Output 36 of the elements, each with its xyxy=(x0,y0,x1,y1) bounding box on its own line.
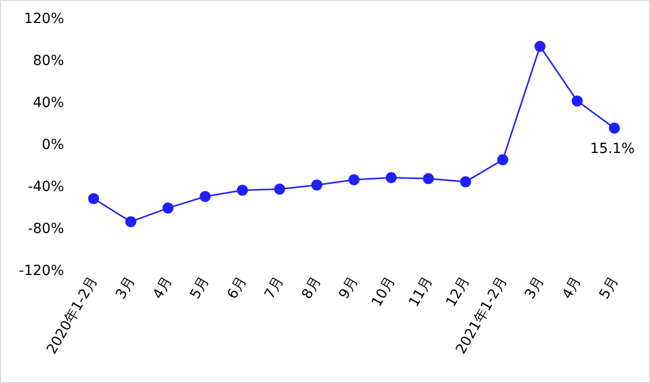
point xyxy=(162,202,174,214)
point xyxy=(125,216,136,228)
x-tick-label: 9月 xyxy=(336,274,362,302)
point xyxy=(497,154,508,166)
point xyxy=(236,184,248,196)
point xyxy=(572,95,583,106)
x-tick-label: 5月 xyxy=(187,274,213,302)
point xyxy=(348,174,360,186)
point xyxy=(88,193,100,204)
x-tick-label: 11月 xyxy=(406,274,436,310)
point xyxy=(534,40,546,52)
point xyxy=(386,172,397,184)
x-tick-label: 5月 xyxy=(596,274,622,302)
data-label: 15.1% xyxy=(590,141,635,158)
y-tick-label: 80% xyxy=(32,53,64,69)
x-tick-label: 12月 xyxy=(443,274,474,310)
x-tick-label: 7月 xyxy=(262,274,288,302)
y-tick-label: -120% xyxy=(18,263,64,279)
x-tick-label: 8月 xyxy=(298,274,324,302)
y-tick-label: -40% xyxy=(28,179,64,195)
x-tick-label: 3月 xyxy=(112,274,138,302)
point xyxy=(422,173,434,184)
x-tick-label: 4月 xyxy=(150,274,176,302)
point xyxy=(311,179,322,190)
x-tick-label: 4月 xyxy=(559,274,585,302)
point xyxy=(460,176,472,188)
x-tick-label: 6月 xyxy=(224,274,250,302)
y-tick-label: 0% xyxy=(42,137,64,153)
y-tick-label: 120% xyxy=(24,11,64,27)
x-tick-label: 10月 xyxy=(368,274,399,310)
x-tick-label: 3月 xyxy=(522,274,548,302)
point xyxy=(274,184,286,195)
point xyxy=(608,122,620,134)
point xyxy=(200,191,211,202)
y-tick-label: 40% xyxy=(32,95,64,111)
y-tick-label: -80% xyxy=(28,221,64,237)
